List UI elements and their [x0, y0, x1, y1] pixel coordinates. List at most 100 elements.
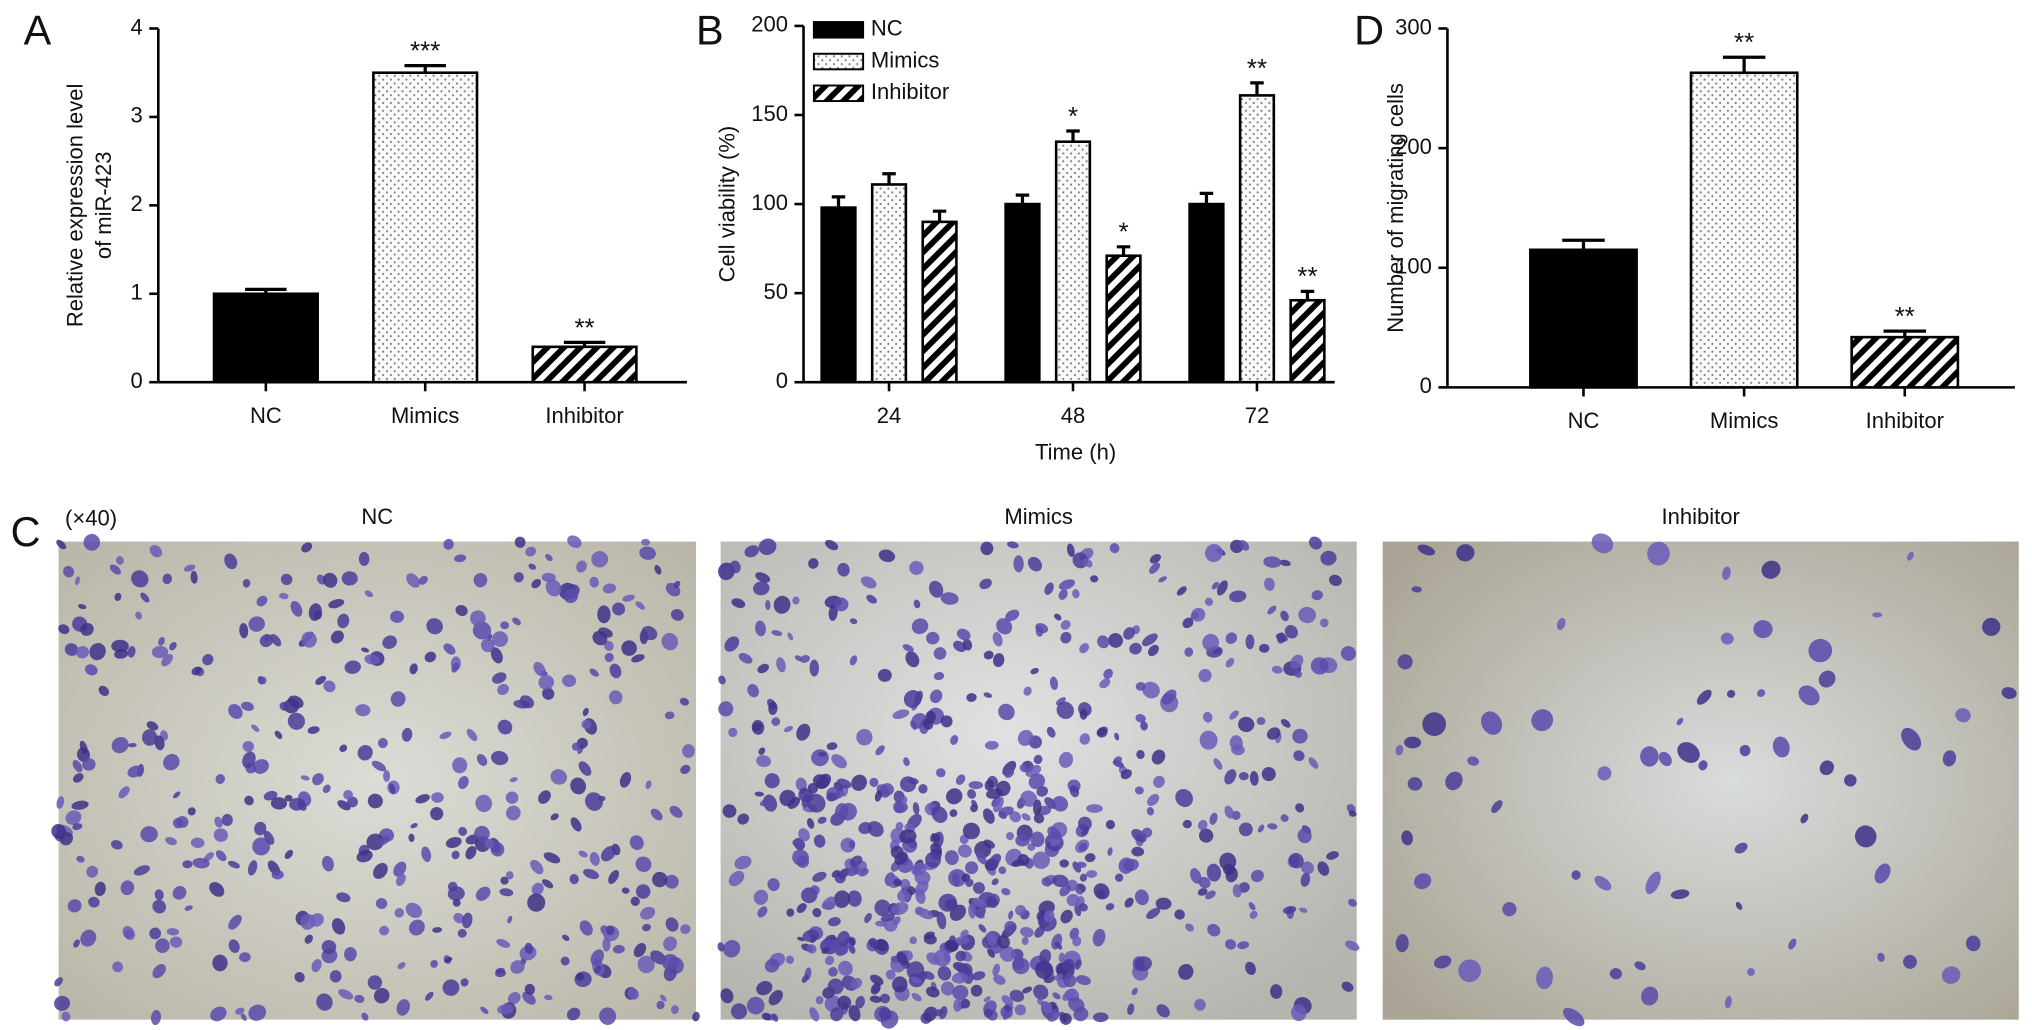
stained-cell [599, 1007, 617, 1025]
stained-cell [1720, 632, 1734, 645]
stained-cell [1411, 586, 1422, 593]
stained-cell [589, 668, 599, 677]
stained-cell [1238, 716, 1255, 733]
stained-cell [1015, 833, 1031, 847]
stained-cell [1308, 757, 1319, 769]
stained-cell [228, 939, 240, 954]
stained-cell [629, 835, 644, 851]
stained-cell [424, 651, 437, 663]
stained-cell [1556, 617, 1566, 630]
legend-swatch [812, 21, 865, 39]
stained-cell [1001, 888, 1011, 896]
stained-cell [545, 579, 562, 597]
stained-cell [944, 940, 959, 952]
stained-cell [240, 1013, 247, 1021]
stained-cell [955, 774, 966, 785]
stained-cell [304, 934, 313, 944]
stained-cell [1146, 807, 1155, 816]
stained-cell [71, 800, 89, 810]
stained-cell [176, 816, 189, 828]
stained-cell [978, 924, 987, 933]
stained-cell [1047, 826, 1061, 841]
stained-cell [357, 745, 373, 761]
stained-cell [878, 1007, 892, 1021]
stained-cell [445, 836, 462, 849]
stained-cell [639, 546, 656, 560]
stained-cell [1267, 605, 1277, 615]
stained-cell [527, 893, 546, 912]
stained-cell [728, 727, 738, 738]
stained-cell [680, 924, 691, 935]
stained-cell [810, 885, 820, 896]
stained-cell [847, 865, 859, 877]
stained-cell [988, 853, 1002, 868]
stained-cell [563, 588, 579, 604]
stained-cell [792, 596, 800, 605]
y-axis-label-line: Cell viability (%) [714, 126, 739, 283]
stained-cell [622, 594, 635, 602]
stained-cell [373, 987, 390, 1004]
stained-cell [1734, 842, 1748, 854]
stained-cell [492, 631, 508, 647]
stained-cell [533, 661, 546, 677]
stained-cell [724, 636, 740, 652]
stained-cell [925, 986, 940, 998]
stained-cell [986, 896, 998, 909]
stained-cell [354, 994, 365, 1003]
stained-cell [1808, 638, 1833, 663]
stained-cell [270, 634, 282, 647]
legend-label: Inhibitor [871, 79, 949, 104]
stained-cell [1844, 774, 1857, 787]
stained-cell [1149, 562, 1161, 574]
stained-cell [1081, 827, 1089, 836]
stained-cell [848, 840, 856, 849]
bar [372, 71, 479, 384]
stained-cell [1072, 552, 1089, 569]
stained-cell [1757, 689, 1766, 698]
stained-cell [425, 991, 434, 1001]
stained-cell [665, 917, 679, 932]
stained-cell [311, 959, 322, 973]
stained-cell [514, 536, 526, 548]
stained-cell [984, 740, 999, 750]
stained-cell [1417, 544, 1435, 556]
stained-cell [933, 949, 951, 967]
stained-cell [1034, 926, 1045, 938]
stained-cell [1292, 728, 1308, 744]
stained-cell [1156, 1004, 1170, 1018]
stained-cell [945, 788, 963, 805]
stained-cell [1264, 577, 1275, 591]
stained-cell [1238, 822, 1253, 837]
stained-cell [609, 690, 623, 705]
stained-cell [496, 938, 511, 948]
stained-cell [576, 560, 587, 573]
stained-cell [953, 998, 962, 1012]
stained-cell [1317, 861, 1330, 876]
stained-cell [738, 653, 753, 664]
stained-cell [932, 833, 941, 843]
stained-cell [341, 571, 358, 586]
stained-cell [251, 724, 260, 732]
stained-cell [905, 651, 920, 668]
stained-cell [321, 939, 337, 954]
stained-cell [802, 929, 820, 943]
stained-cell [1261, 767, 1276, 782]
x-tick-label: Mimics [391, 403, 459, 428]
stained-cell [1062, 958, 1075, 971]
stained-cell [1113, 756, 1122, 765]
stained-cell [1263, 556, 1282, 568]
stained-cell [650, 808, 663, 821]
stained-cell [1086, 804, 1103, 813]
stained-cell [451, 662, 460, 673]
significance-mark: *** [410, 38, 440, 66]
stained-cell [209, 882, 225, 897]
stained-cell [641, 626, 658, 641]
stained-cell [1270, 984, 1283, 999]
stained-cell [122, 926, 136, 940]
stained-cell [228, 914, 242, 930]
stained-cell [960, 998, 971, 1009]
bar [1004, 202, 1041, 384]
stained-cell [944, 850, 959, 866]
stained-cell [911, 618, 929, 635]
stained-cell [1747, 967, 1755, 976]
